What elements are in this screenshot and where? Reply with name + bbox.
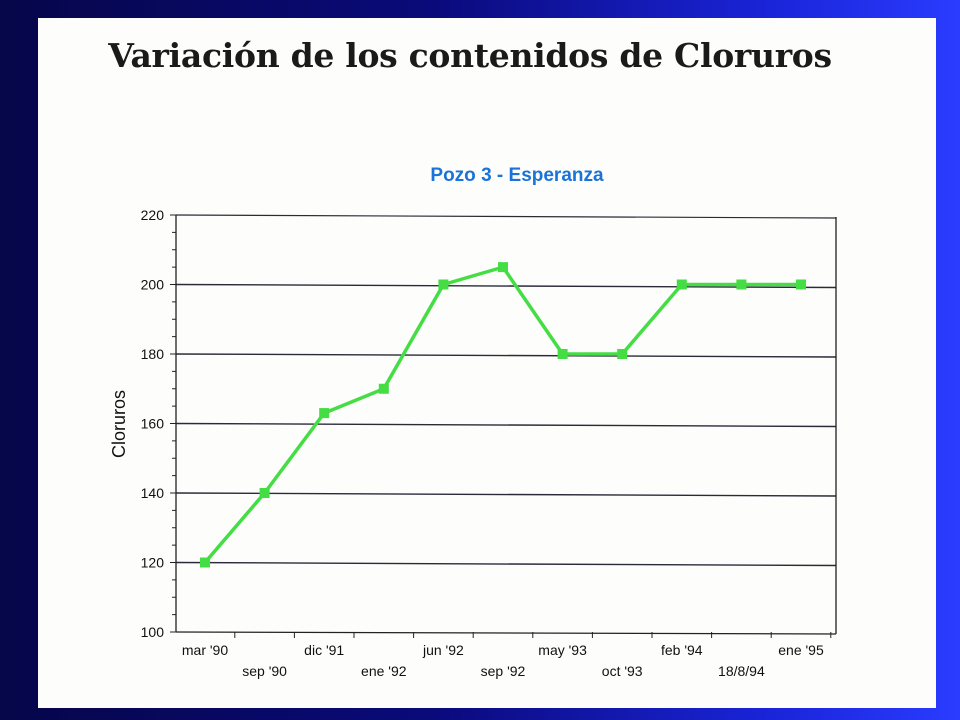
- y-tick-label: 220: [141, 207, 165, 223]
- gridline: [175, 492, 837, 497]
- gridline: [175, 214, 837, 219]
- data-point: [200, 557, 210, 568]
- chart-title: Pozo 3 - Esperanza: [430, 165, 604, 186]
- y-tick-label: 160: [141, 416, 165, 432]
- x-tick-label: ene '92: [361, 663, 407, 679]
- series-line: [203, 265, 801, 564]
- data-point: [498, 262, 508, 273]
- x-tick-label: may '93: [538, 642, 587, 658]
- y-axis-label: Cloruros: [109, 390, 129, 458]
- x-tick-label: dic '91: [304, 642, 344, 658]
- axes: [170, 214, 837, 638]
- y-tick-label: 100: [141, 624, 165, 640]
- y-tick-label: 140: [141, 485, 165, 501]
- data-point: [796, 279, 806, 290]
- x-tick-label: sep '90: [242, 663, 287, 679]
- y-tick-label: 180: [141, 346, 165, 362]
- x-tick-label: jun '92: [422, 642, 464, 658]
- gridline: [175, 561, 837, 567]
- slide-background: [38, 18, 936, 708]
- slide-title: Variación de los contenidos de Cloruros: [108, 36, 832, 75]
- data-point: [676, 279, 687, 290]
- x-tick-label: 18/8/94: [718, 663, 765, 679]
- data-point: [378, 383, 389, 394]
- x-tick-label: oct '93: [602, 663, 643, 679]
- gridline: [175, 353, 837, 358]
- data-point: [438, 279, 449, 290]
- x-tick-label: ene '95: [778, 642, 824, 658]
- x-tick-label: sep '92: [481, 663, 526, 679]
- y-tick-labels: 100 120 140 160 180 200 220: [141, 207, 165, 640]
- gridlines: [175, 214, 837, 567]
- data-point: [557, 349, 568, 359]
- data-point: [736, 279, 747, 290]
- y-tick-label: 120: [141, 555, 165, 571]
- data-point: [259, 488, 270, 498]
- x-tick-labels: mar '90 sep '90 dic '91 ene '92 jun '92 sep '…: [182, 642, 824, 679]
- series-chloride: [200, 262, 806, 568]
- y-tick-label: 200: [141, 277, 165, 293]
- x-axis-line: [175, 631, 837, 635]
- gridline: [175, 283, 837, 289]
- data-point: [617, 349, 628, 359]
- gridline: [175, 422, 837, 428]
- x-tick-label: feb '94: [661, 642, 703, 658]
- data-point: [319, 408, 330, 419]
- x-tick-label: mar '90: [182, 642, 228, 658]
